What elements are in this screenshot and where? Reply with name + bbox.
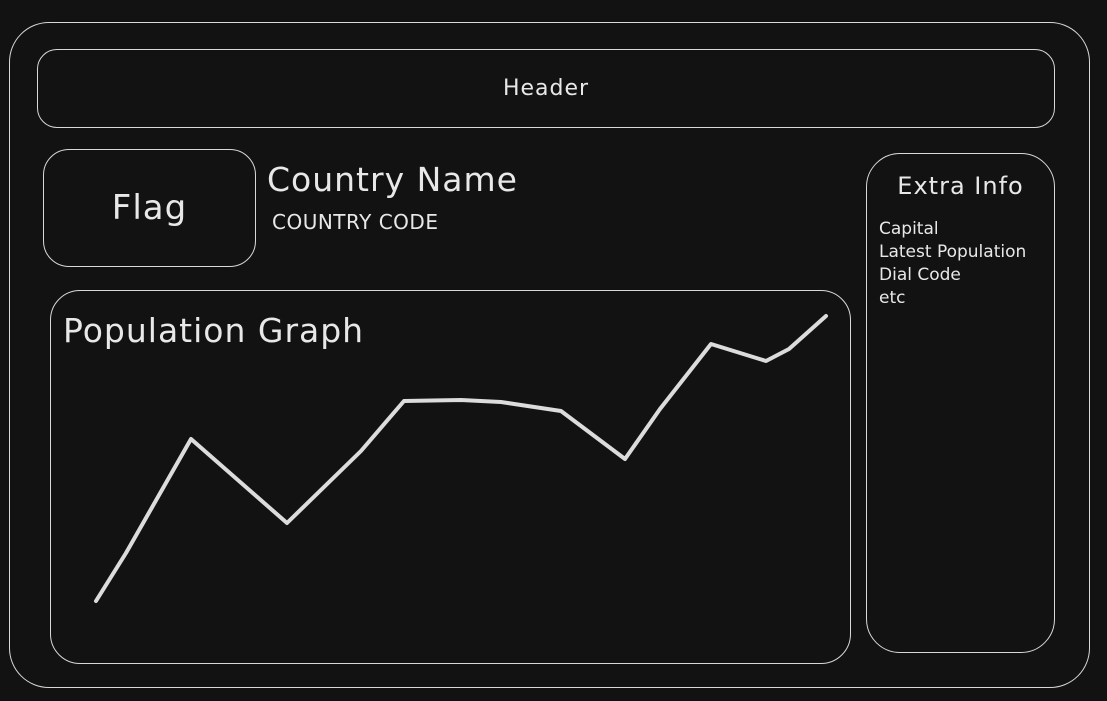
population-graph-svg: [94, 314, 828, 603]
country-code: COUNTRY CODE: [272, 210, 439, 234]
extra-info-item-dial-code: Dial Code: [879, 265, 961, 285]
extra-info-item-capital: Capital: [879, 219, 939, 239]
extra-info-title: Extra Info: [897, 172, 1024, 200]
flag-placeholder: Flag: [43, 149, 256, 267]
population-trend-line: [94, 314, 828, 603]
extra-info-list: Capital Latest Population Dial Code etc: [879, 218, 1026, 310]
extra-info-item-etc: etc: [879, 288, 906, 308]
population-graph-panel: Population Graph: [50, 290, 851, 664]
flag-label: Flag: [111, 188, 188, 228]
population-graph-title: Population Graph: [63, 311, 365, 350]
extra-info-panel: Extra Info Capital Latest Population Dia…: [866, 153, 1055, 653]
header-label: Header: [502, 76, 590, 101]
page-frame: [9, 22, 1090, 688]
header: Header: [37, 49, 1055, 128]
country-name: Country Name: [267, 160, 518, 199]
extra-info-item-latest-population: Latest Population: [879, 242, 1027, 262]
